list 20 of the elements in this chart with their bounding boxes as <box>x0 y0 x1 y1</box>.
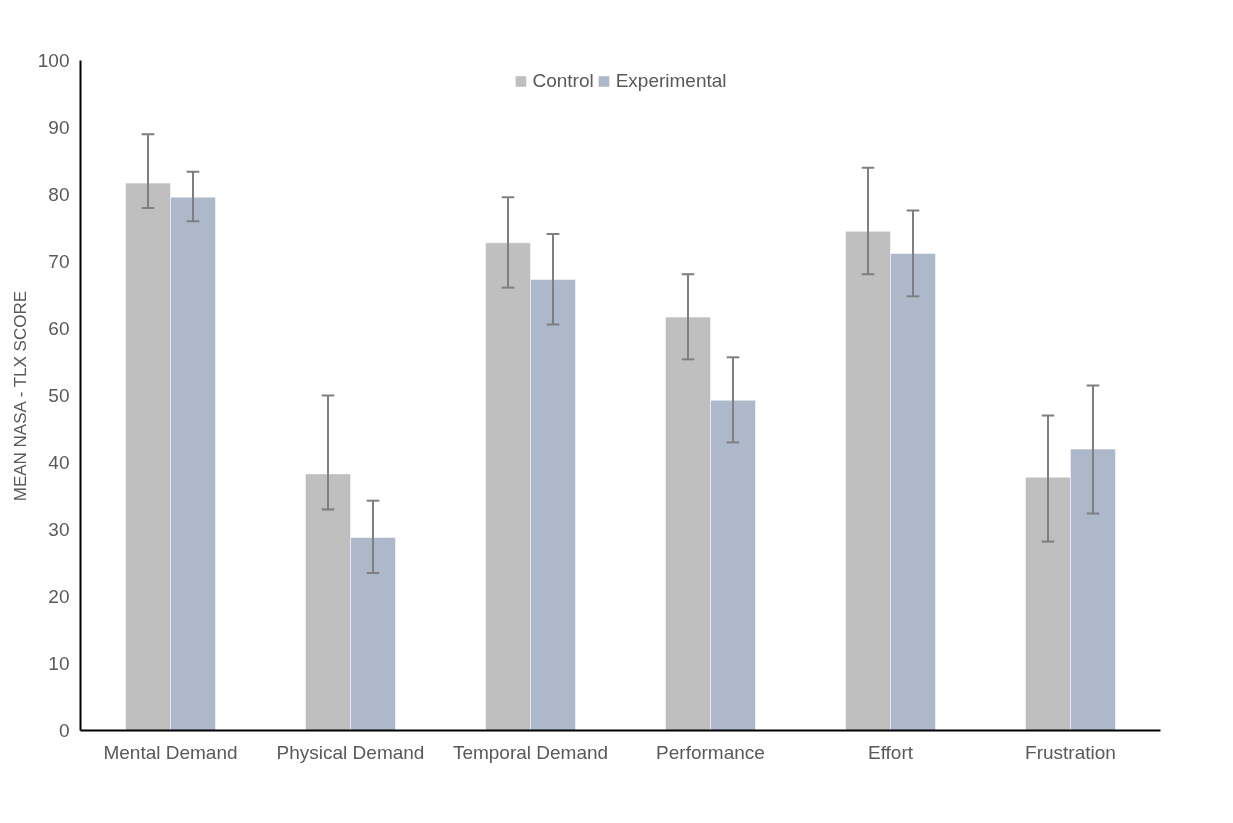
y-tick-label: 40 <box>48 452 70 473</box>
y-axis-title: MEAN NASA - TLX SCORE <box>10 290 30 502</box>
y-tick-label: 20 <box>48 586 70 607</box>
y-tick-label: 90 <box>48 117 70 138</box>
y-tick-label: 100 <box>37 50 70 71</box>
y-tick-label: 50 <box>48 385 70 406</box>
y-tick-label: 0 <box>58 720 70 741</box>
x-tick-label: Frustration <box>1025 741 1116 763</box>
y-tick-label: 30 <box>48 519 70 540</box>
x-tick-label: Temporal Demand <box>452 741 609 763</box>
y-tick-label: 60 <box>48 318 70 339</box>
y-tick-label: 70 <box>48 251 70 272</box>
x-tick-label: Effort <box>867 741 914 763</box>
y-tick-label: 10 <box>48 653 70 674</box>
x-tick-label: Performance <box>656 741 765 763</box>
legend-label: Control <box>532 70 594 92</box>
x-tick-label: Mental Demand <box>103 741 238 763</box>
x-tick-label: Physical Demand <box>276 741 425 763</box>
y-tick-label: 80 <box>48 184 70 205</box>
legend-label: Experimental <box>615 70 727 92</box>
